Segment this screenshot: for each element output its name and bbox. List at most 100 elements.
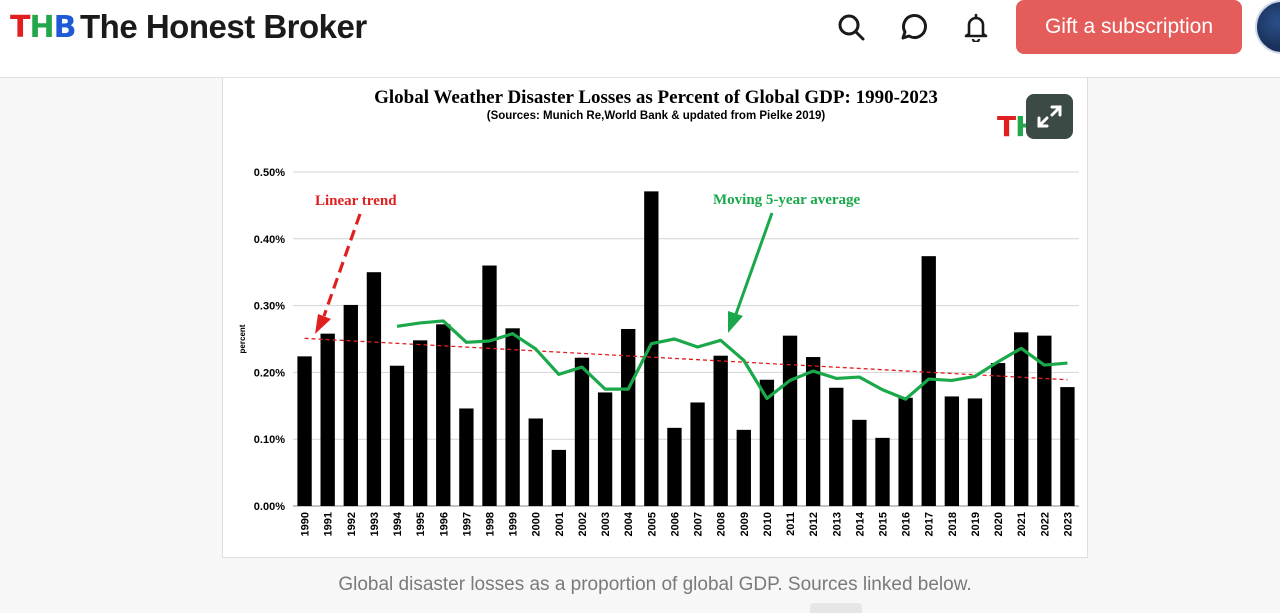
x-tick-label: 2009: [739, 512, 751, 536]
search-icon[interactable]: [836, 12, 866, 42]
bar: [597, 392, 613, 506]
x-tick-label: 2020: [993, 512, 1005, 536]
y-tick-label: 0.00%: [254, 501, 285, 513]
bar: [505, 328, 520, 506]
chart-subtitle: (Sources: Munich Re,World Bank & updated…: [486, 110, 826, 122]
x-tick-label: 2012: [808, 512, 820, 536]
x-tick-label: 1990: [300, 512, 312, 536]
x-tick-label: 2013: [831, 512, 843, 536]
bar: [1060, 387, 1075, 506]
bar: [944, 396, 960, 506]
bar: [412, 340, 428, 506]
x-tick-label: 2022: [1039, 512, 1051, 536]
bar: [574, 357, 590, 506]
bar: [621, 328, 636, 506]
x-tick-label: 2010: [762, 512, 774, 536]
x-tick-label: 2001: [554, 512, 566, 536]
bar: [875, 437, 890, 506]
gift-subscription-button[interactable]: Gift a subscription: [1016, 0, 1242, 54]
bar: [551, 449, 567, 506]
x-tick-label: 2018: [947, 512, 959, 536]
bar: [667, 427, 682, 506]
x-tick-label: 1993: [369, 512, 381, 536]
logo-letter-b: B: [53, 10, 77, 45]
y-tick-label: 0.20%: [254, 367, 285, 379]
y-tick-label: 0.40%: [254, 234, 285, 246]
chart-figure: 0.00% 0.10% 0.20% 0.30% 0.40% 0.50% percent 199…: [222, 78, 1088, 558]
x-tick-label: 2017: [924, 512, 936, 536]
publication-title[interactable]: The Honest Broker: [80, 8, 367, 45]
annotation-arrowhead-trend: [315, 314, 331, 334]
x-tick-label: 2015: [878, 512, 890, 536]
y-tick-label: 0.50%: [254, 167, 285, 179]
x-tick-label: 2003: [600, 512, 612, 536]
bar: [990, 363, 1006, 506]
x-tick-label: 2023: [1062, 512, 1074, 536]
bottom-toolbar-hint: [810, 603, 862, 613]
x-tick-label: 1996: [438, 512, 450, 536]
bar: [690, 402, 705, 506]
x-tick-label: 1994: [392, 511, 404, 536]
site-logo[interactable]: THB: [10, 10, 77, 45]
bar: [805, 357, 821, 506]
x-tick-label: 2021: [1016, 512, 1028, 536]
bar: [320, 333, 335, 506]
bar: [436, 324, 451, 506]
annotation-arrowhead-average: [728, 311, 743, 333]
x-tick-label: 1998: [485, 512, 497, 536]
x-tick-label: 2004: [623, 511, 635, 536]
bar: [366, 272, 382, 506]
bar: [782, 335, 798, 506]
x-tick-label: 2014: [854, 511, 866, 536]
bar: [482, 265, 497, 506]
bar: [1014, 332, 1029, 506]
x-tick-label: 2005: [646, 512, 658, 536]
x-tick-label: 1999: [508, 512, 520, 536]
chart-title: Global Weather Disaster Losses as Percen…: [374, 87, 938, 108]
logo-letter-h: H: [29, 10, 54, 45]
bar: [644, 191, 659, 506]
bar: [759, 379, 775, 506]
x-tick-label: 1995: [415, 512, 427, 536]
x-tick-label: 1992: [346, 512, 358, 536]
bar: [736, 429, 751, 506]
comment-icon[interactable]: [898, 12, 928, 42]
annotation-arrow-trend: [322, 213, 362, 317]
bar: [852, 419, 867, 506]
chart: 0.00% 0.10% 0.20% 0.30% 0.40% 0.50% percent 199…: [238, 167, 1079, 536]
x-tick-label: 2007: [693, 512, 705, 536]
x-tick-label: 2019: [970, 512, 982, 536]
x-tick-label: 2000: [531, 512, 543, 536]
bar: [528, 418, 543, 506]
y-axis-label: percent: [238, 324, 247, 353]
bar: [898, 397, 913, 506]
x-tick-label: 2002: [577, 512, 589, 536]
expand-image-button[interactable]: [1026, 94, 1073, 139]
logo-letter-t: T: [10, 10, 30, 45]
annotation-moving-average: Moving 5-year average: [713, 192, 861, 208]
x-tick-label: 2006: [669, 512, 681, 536]
bar: [389, 365, 405, 506]
bar: [343, 304, 358, 506]
moving-average-line: [396, 319, 1068, 401]
y-tick-label: 0.10%: [254, 434, 285, 446]
user-avatar[interactable]: [1255, 0, 1280, 54]
bell-icon[interactable]: [961, 12, 991, 42]
annotation-linear-trend: Linear trend: [315, 193, 397, 209]
trend-line: [304, 337, 1068, 381]
figure-caption: Global disaster losses as a proportion o…: [338, 574, 972, 595]
x-tick-label: 1997: [461, 512, 473, 536]
bar: [829, 387, 844, 506]
x-tick-label: 2016: [901, 512, 913, 536]
x-tick-label: 1991: [323, 512, 335, 536]
annotation-arrow-average: [734, 212, 774, 315]
bar: [297, 356, 312, 506]
watermark-t: T: [997, 110, 1016, 143]
x-tick-label: 2011: [785, 512, 797, 536]
expand-icon: [1037, 105, 1062, 128]
bar: [713, 355, 728, 506]
bar: [967, 398, 983, 506]
y-tick-label: 0.30%: [254, 301, 285, 313]
bar: [459, 408, 474, 506]
x-tick-label: 2008: [716, 512, 728, 536]
